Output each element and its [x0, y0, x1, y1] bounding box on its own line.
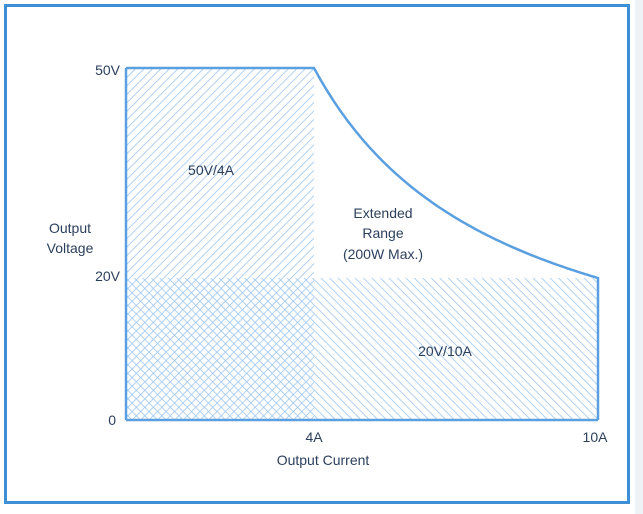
- extended-range-label-line3: (200W Max.): [343, 246, 423, 262]
- x-tick-4a: 4A: [305, 429, 323, 445]
- y-axis-label-line1: Output: [49, 220, 91, 236]
- x-axis-label: Output Current: [277, 452, 370, 468]
- extended-range-label-line2: Range: [362, 225, 403, 241]
- y-tick-0: 0: [108, 412, 116, 428]
- region-label-50v-4a: 50V/4A: [188, 162, 235, 178]
- extended-range-label-line1: Extended: [353, 205, 412, 221]
- operating-boundary-curve: [126, 66, 600, 420]
- y-tick-50v: 50V: [95, 62, 121, 78]
- region-label-20v-10a: 20V/10A: [418, 343, 472, 359]
- y-axis-label-line2: Voltage: [47, 240, 94, 256]
- y-tick-20v: 20V: [95, 268, 121, 284]
- x-tick-10a: 10A: [583, 429, 609, 445]
- region-20v-10a: [126, 278, 598, 420]
- right-edge-strip: [635, 0, 643, 514]
